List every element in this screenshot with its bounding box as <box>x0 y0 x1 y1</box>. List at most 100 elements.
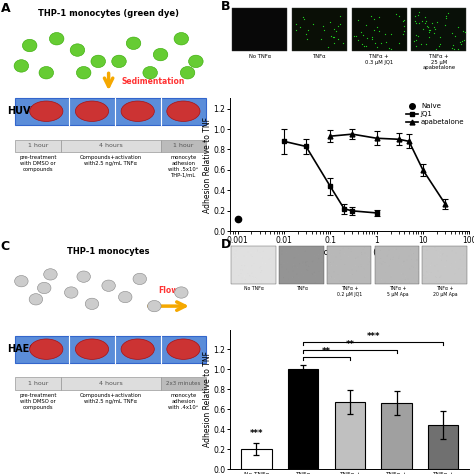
Point <box>361 273 369 281</box>
Point <box>422 40 430 48</box>
Point <box>414 267 422 274</box>
Point <box>400 27 408 35</box>
FancyBboxPatch shape <box>15 139 61 152</box>
Text: **: ** <box>345 340 354 349</box>
Point <box>460 251 467 259</box>
Point <box>291 276 299 283</box>
Bar <box>335 402 365 469</box>
Point <box>351 32 358 40</box>
Bar <box>428 425 458 469</box>
Point <box>426 26 434 34</box>
Point <box>423 18 430 25</box>
Point <box>270 253 277 261</box>
Point <box>280 260 288 267</box>
Point <box>411 12 419 20</box>
Point <box>246 272 253 279</box>
Point <box>428 259 436 267</box>
Ellipse shape <box>76 66 91 79</box>
Point <box>420 272 428 279</box>
Point <box>278 264 285 271</box>
Point <box>389 255 397 263</box>
Point <box>357 263 365 271</box>
Point <box>327 273 335 281</box>
Point <box>432 246 440 254</box>
Point <box>376 259 383 267</box>
Point <box>408 249 416 256</box>
Point <box>330 33 338 41</box>
Ellipse shape <box>180 66 195 79</box>
Point <box>240 272 248 280</box>
Text: TNFα +
25 μM
apabetalone: TNFα + 25 μM apabetalone <box>422 54 456 71</box>
Text: No TNFα: No TNFα <box>248 54 271 59</box>
Point <box>437 246 445 254</box>
Point <box>410 279 418 286</box>
Bar <box>352 9 407 51</box>
Point <box>268 251 276 258</box>
Point <box>256 256 264 264</box>
Point <box>397 259 405 267</box>
Point <box>378 276 385 283</box>
Point <box>412 263 419 270</box>
Point <box>233 271 240 278</box>
Point <box>243 253 250 260</box>
Point <box>432 278 440 285</box>
Point <box>424 23 432 30</box>
Point <box>330 275 338 283</box>
Point <box>337 256 345 264</box>
Point <box>431 244 438 251</box>
Point <box>336 249 344 257</box>
Point <box>244 270 252 277</box>
Point <box>232 249 240 256</box>
Point <box>309 258 316 265</box>
Point <box>301 247 309 255</box>
Point <box>314 272 321 280</box>
Point <box>425 27 432 34</box>
Point <box>267 271 274 279</box>
Point <box>325 272 332 279</box>
Point <box>427 262 434 269</box>
Point <box>430 23 438 30</box>
Point <box>343 254 350 262</box>
Point <box>313 252 320 260</box>
Point <box>345 245 353 252</box>
FancyBboxPatch shape <box>161 377 206 390</box>
Point <box>357 251 365 258</box>
Point <box>412 264 420 272</box>
Point <box>346 271 354 278</box>
Point <box>299 258 307 266</box>
Point <box>341 250 348 257</box>
Text: THP-1 monocytes (green dye): THP-1 monocytes (green dye) <box>38 9 179 18</box>
Point <box>250 260 258 267</box>
Point <box>283 265 290 273</box>
Point <box>383 269 390 277</box>
Point <box>314 273 321 280</box>
Point <box>395 12 402 20</box>
Point <box>381 259 389 266</box>
Point <box>290 273 297 281</box>
Point <box>452 271 459 279</box>
Point <box>381 30 388 37</box>
Point <box>389 265 397 273</box>
Point <box>458 264 466 271</box>
Point <box>400 263 407 271</box>
Point <box>452 249 460 257</box>
Point <box>401 276 409 283</box>
Point <box>285 275 292 283</box>
Ellipse shape <box>147 301 161 312</box>
Point <box>301 258 309 266</box>
Point <box>421 245 429 253</box>
Ellipse shape <box>39 66 54 79</box>
Point <box>254 246 261 254</box>
Point <box>372 264 380 271</box>
Point <box>439 244 447 252</box>
Point <box>238 274 246 282</box>
Point <box>315 268 323 275</box>
Point <box>435 253 442 261</box>
Point <box>448 247 456 255</box>
FancyBboxPatch shape <box>15 377 61 390</box>
Point <box>432 266 439 274</box>
Point <box>352 262 360 269</box>
Point <box>347 248 355 255</box>
Point <box>349 271 356 278</box>
Y-axis label: Adhesion Relative to TNF: Adhesion Relative to TNF <box>203 117 212 213</box>
